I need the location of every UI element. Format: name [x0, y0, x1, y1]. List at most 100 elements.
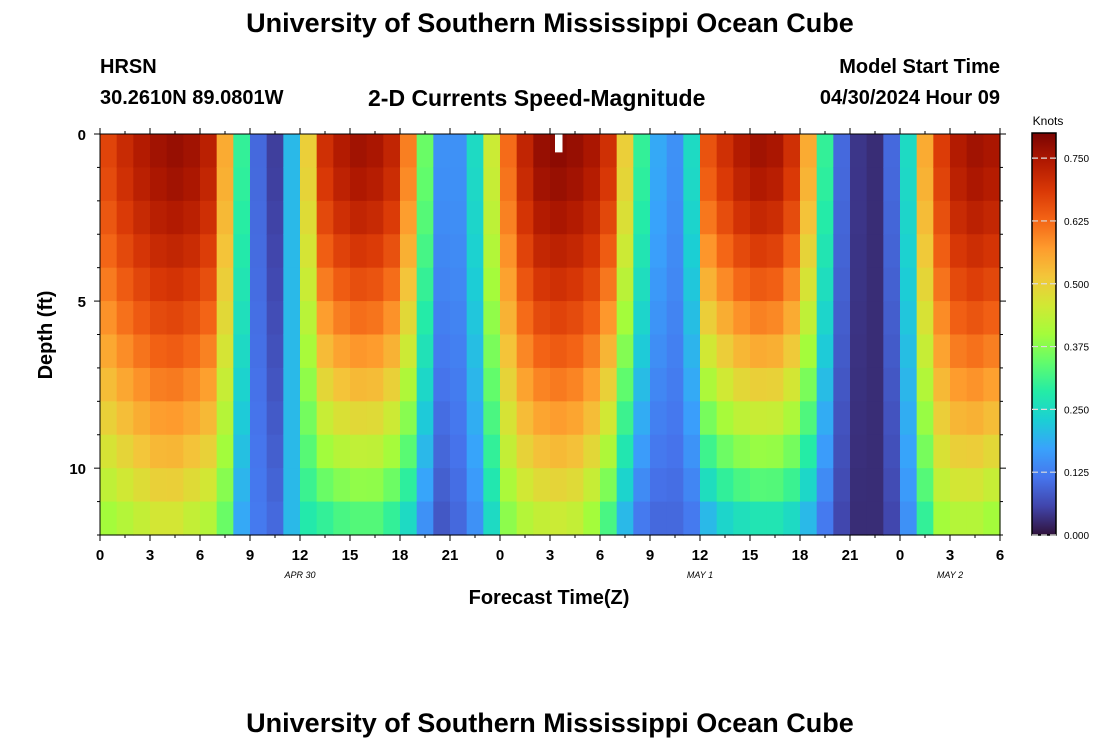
- heatmap-cell: [733, 501, 751, 536]
- heatmap-cell: [966, 367, 984, 402]
- heatmap-cell: [583, 401, 601, 436]
- heatmap-cell: [633, 434, 651, 469]
- colorbar-tick-label: 0.250: [1064, 405, 1089, 416]
- heatmap-cell: [383, 367, 401, 402]
- heatmap-cell: [616, 167, 634, 202]
- heatmap-cell: [600, 434, 618, 469]
- heatmap-cell: [716, 167, 734, 202]
- heatmap-cell: [183, 267, 201, 302]
- heatmap-cell: [633, 301, 651, 336]
- colorbar-title: Knots: [1033, 114, 1064, 128]
- heatmap-cell: [266, 401, 284, 436]
- heatmap-cell: [333, 501, 351, 536]
- heatmap-cell: [600, 267, 618, 302]
- heatmap-cell: [683, 301, 701, 336]
- y-axis-label: Depth (ft): [35, 291, 57, 380]
- heatmap-cell: [966, 334, 984, 369]
- heatmap-cell: [233, 200, 251, 235]
- heatmap-cell: [250, 234, 268, 269]
- heatmap-cell: [350, 200, 368, 235]
- heatmap-cell: [633, 501, 651, 536]
- heatmap-cell: [516, 134, 534, 169]
- heatmap-cell: [316, 401, 334, 436]
- heatmap-cell: [583, 200, 601, 235]
- heatmap-cell: [666, 267, 684, 302]
- heatmap-cell: [166, 367, 184, 402]
- heatmap-cell: [100, 434, 118, 469]
- heatmap-cell: [733, 334, 751, 369]
- heatmap-cell: [150, 167, 168, 202]
- heatmap-cell: [383, 434, 401, 469]
- heatmap-cell: [166, 134, 184, 169]
- heatmap-cell: [300, 234, 318, 269]
- heatmap-cell: [966, 167, 984, 202]
- model-start-label: Model Start Time: [839, 56, 1000, 78]
- heatmap-cell: [250, 468, 268, 503]
- heatmap-cell: [566, 267, 584, 302]
- heatmap-cell: [133, 468, 151, 503]
- heatmap-cell: [750, 434, 768, 469]
- heatmap-cell: [466, 301, 484, 336]
- heatmap-cell: [150, 501, 168, 536]
- heatmap-cell: [283, 434, 301, 469]
- heatmap-cell: [900, 468, 918, 503]
- heatmap-cell: [716, 468, 734, 503]
- heatmap-cell: [433, 234, 451, 269]
- heatmap-cell: [983, 501, 1001, 536]
- heatmap-cell: [983, 167, 1001, 202]
- heatmap-cell: [833, 167, 851, 202]
- heatmap-cell: [100, 468, 118, 503]
- heatmap-cell: [650, 134, 668, 169]
- heatmap-cell: [716, 234, 734, 269]
- heatmap-cell: [150, 367, 168, 402]
- x-tick-label: 15: [742, 547, 759, 564]
- heatmap-cell: [933, 234, 951, 269]
- heatmap-cell: [916, 200, 934, 235]
- heatmap-cell: [233, 267, 251, 302]
- heatmap-cell: [116, 501, 134, 536]
- heatmap-cell: [283, 301, 301, 336]
- x-tick-label: 3: [946, 547, 954, 564]
- heatmap-cell: [433, 367, 451, 402]
- heatmap-cell: [850, 468, 868, 503]
- heatmap-cell: [500, 134, 518, 169]
- heatmap-cell: [933, 367, 951, 402]
- heatmap-cell: [516, 434, 534, 469]
- heatmap-cell: [383, 234, 401, 269]
- heatmap-cell: [566, 234, 584, 269]
- heatmap-cell: [350, 234, 368, 269]
- heatmap-cell: [666, 234, 684, 269]
- heatmap-cell: [850, 267, 868, 302]
- heatmap-cell: [550, 501, 568, 536]
- heatmap-cell: [300, 200, 318, 235]
- heatmap-cell: [566, 334, 584, 369]
- heatmap-cell: [333, 267, 351, 302]
- heatmap-cell: [883, 401, 901, 436]
- heatmap-cell: [500, 301, 518, 336]
- heatmap-cell: [616, 234, 634, 269]
- heatmap-cell: [950, 167, 968, 202]
- heatmap-cell: [100, 200, 118, 235]
- heatmap-cell: [866, 234, 884, 269]
- heatmap-cell: [100, 267, 118, 302]
- heatmap-cell: [616, 334, 634, 369]
- heatmap-cell: [866, 301, 884, 336]
- heatmap-cell: [550, 200, 568, 235]
- heatmap-cell: [783, 267, 801, 302]
- chart-subtitle: 2-D Currents Speed-Magnitude: [368, 85, 706, 111]
- heatmap-cell: [750, 301, 768, 336]
- heatmap-cell: [266, 434, 284, 469]
- heatmap-cell: [800, 200, 818, 235]
- heatmap-cell: [700, 434, 718, 469]
- heatmap-cell: [150, 301, 168, 336]
- heatmap-cell: [683, 367, 701, 402]
- heatmap-cell: [966, 434, 984, 469]
- heatmap-cell: [816, 167, 834, 202]
- heatmap-cell: [866, 434, 884, 469]
- heatmap-cell: [616, 200, 634, 235]
- heatmap-cell: [216, 234, 234, 269]
- heatmap-cell: [800, 367, 818, 402]
- x-tick-label: 3: [146, 547, 154, 564]
- heatmap-cell: [750, 367, 768, 402]
- heatmap-cell: [116, 234, 134, 269]
